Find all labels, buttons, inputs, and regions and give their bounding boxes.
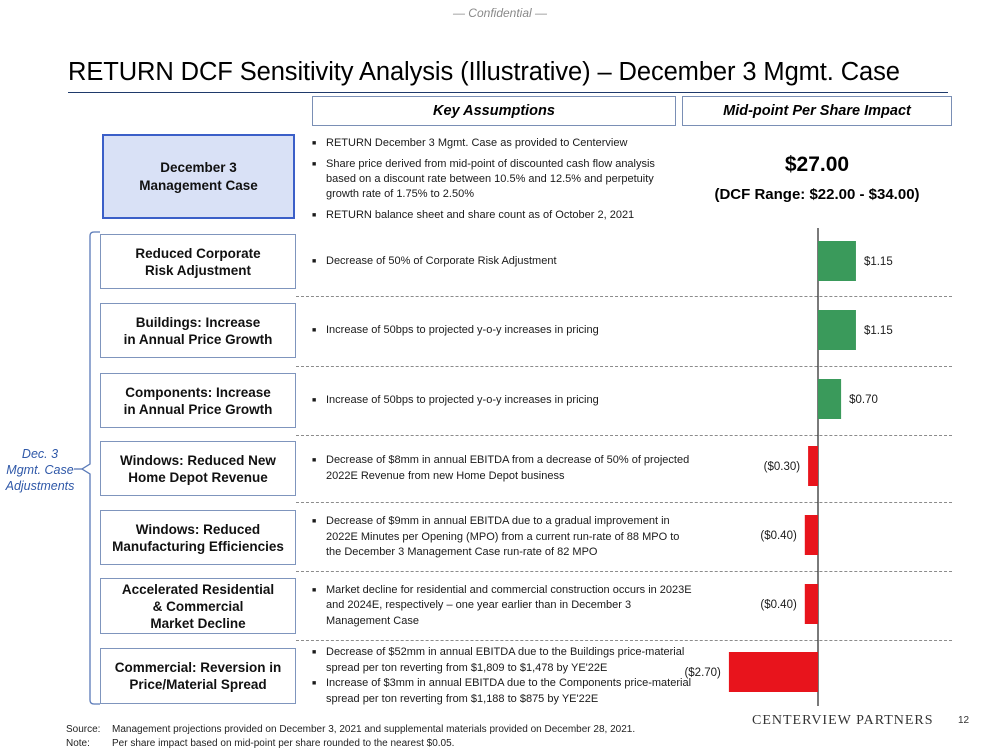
impact-value-label: ($0.30) [764, 461, 801, 473]
adjustment-desc-market-decline: ■ Market decline for residential and comm… [312, 578, 696, 634]
bullet-icon: ■ [312, 457, 317, 464]
adjustment-desc-windows-manufacturing: ■ Decrease of $9mm in annual EBITDA due t… [312, 510, 696, 565]
row-divider [296, 366, 952, 367]
bullet-icon: ■ [312, 680, 317, 687]
adjustment-label-windows-home-depot: Windows: Reduced New Home Depot Revenue [100, 441, 296, 496]
adjustments-group-label: Dec. 3 Mgmt. Case Adjustments [5, 447, 75, 493]
adjustment-desc-windows-home-depot: ■ Decrease of $8mm in annual EBITDA from … [312, 441, 696, 496]
impact-bar [818, 241, 856, 281]
adjustment-label-components-price: Components: Increase in Annual Price Grow… [100, 373, 296, 428]
source-note: Source: Management projections provided o… [66, 724, 636, 735]
bullet-icon: ■ [312, 161, 317, 168]
adjustment-desc-commercial-spread: ■ Decrease of $52mm in annual EBITDA due … [312, 646, 696, 706]
midpoint-impact-header: Mid-point Per Share Impact [682, 96, 952, 126]
impact-value-label: ($0.40) [760, 530, 797, 542]
base-case-label-line2: Management Case [139, 177, 258, 193]
adjustments-bracket [80, 231, 100, 705]
bullet-icon: ■ [312, 586, 317, 594]
adjustment-desc-corporate-risk: ■ Decrease of 50% of Corporate Risk Adjus… [312, 234, 696, 289]
base-case-bullet: ■ RETURN December 3 Mgmt. Case as provide… [312, 137, 628, 149]
adjustment-label-commercial-spread: Commercial: Reversion in Price/Material S… [100, 648, 296, 704]
impact-value-label: $1.15 [864, 325, 893, 337]
impact-value-label: $0.70 [849, 394, 878, 406]
row-divider [296, 502, 952, 503]
adjustment-label-corporate-risk: Reduced Corporate Risk Adjustment [100, 234, 296, 289]
impact-bar [728, 652, 818, 692]
centerview-logo: CENTERVIEW PARTNERS [752, 713, 934, 728]
row-divider [296, 296, 952, 297]
key-assumptions-header: Key Assumptions [312, 96, 676, 126]
adjustment-label-windows-manufacturing: Windows: Reduced Manufacturing Efficienci… [100, 510, 296, 565]
impact-bar [818, 379, 842, 419]
adjustment-label-buildings-price: Buildings: Increase in Annual Price Growt… [100, 303, 296, 358]
row-divider [296, 571, 952, 572]
base-case-range: (DCF Range: $22.00 - $34.00) [714, 186, 920, 203]
impact-bar [808, 446, 818, 486]
base-case-value: $27.00 [784, 153, 850, 176]
impact-value-label: ($0.40) [760, 599, 797, 611]
adjustment-desc-buildings-price: ■ Increase of 50bps to projected y-o-y in… [312, 303, 696, 358]
base-case-bullet: ■ RETURN balance sheet and share count as… [312, 209, 635, 221]
base-case-label: December 3 Management Case [102, 134, 295, 219]
title-divider [68, 92, 948, 93]
bullet-icon: ■ [312, 649, 317, 656]
bullet-icon: ■ [312, 212, 317, 219]
bullet-icon: ■ [312, 326, 317, 334]
row-divider [296, 435, 952, 436]
page-title: RETURN DCF Sensitivity Analysis (Illustr… [68, 58, 900, 86]
adjustment-label-market-decline: Accelerated Residential & Commercial Marke… [100, 578, 296, 634]
base-case-bullets: ■ RETURN December 3 Mgmt. Case as provide… [312, 136, 684, 229]
confidential-label: — Confidential — [452, 6, 548, 20]
impact-value-label: $1.15 [864, 256, 893, 268]
footnote: Note: Per share impact based on mid-point… [66, 738, 455, 749]
adjustment-desc-components-price: ■ Increase of 50bps to projected y-o-y in… [312, 373, 696, 428]
bullet-icon: ■ [312, 140, 317, 147]
base-case-bullet: ■ Share price derived from mid-point of d… [312, 158, 655, 200]
bullet-icon: ■ [312, 396, 317, 404]
row-divider [296, 640, 952, 641]
bullet-icon: ■ [312, 257, 317, 265]
impact-bar [818, 310, 856, 350]
page-number: 12 [958, 715, 970, 726]
impact-bar [804, 584, 818, 624]
base-case-label-line1: December 3 [160, 159, 237, 175]
impact-bar [804, 515, 818, 555]
bullet-icon: ■ [312, 518, 317, 526]
